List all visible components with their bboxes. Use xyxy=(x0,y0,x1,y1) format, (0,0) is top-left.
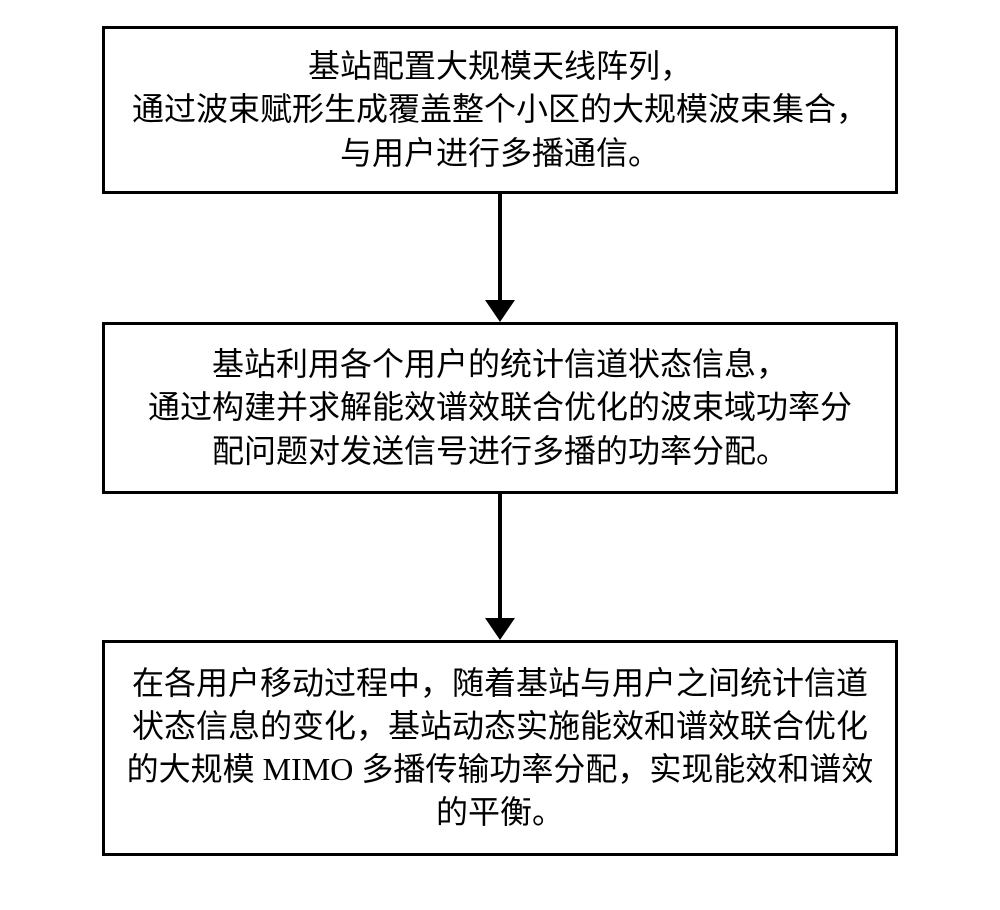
flowchart-step-2-text: 基站利用各个用户的统计信道状态信息， 通过构建并求解能效谱效联合优化的波束域功率… xyxy=(105,337,895,479)
flowchart-step-2: 基站利用各个用户的统计信道状态信息， 通过构建并求解能效谱效联合优化的波束域功率… xyxy=(102,322,898,494)
flowchart-step-1-text: 基站配置大规模天线阵列， 通过波束赋形生成覆盖整个小区的大规模波束集合， 与用户… xyxy=(105,39,895,181)
arrow-down-icon xyxy=(485,300,515,322)
flowchart-canvas: 基站配置大规模天线阵列， 通过波束赋形生成覆盖整个小区的大规模波束集合， 与用户… xyxy=(0,0,1000,910)
arrow-1-shaft xyxy=(498,194,502,300)
arrow-down-icon xyxy=(485,618,515,640)
flowchart-step-3-text: 在各用户移动过程中，随着基站与用户之间统计信道 状态信息的变化，基站动态实施能效… xyxy=(105,656,895,841)
flowchart-step-1: 基站配置大规模天线阵列， 通过波束赋形生成覆盖整个小区的大规模波束集合， 与用户… xyxy=(102,26,898,194)
flowchart-step-3: 在各用户移动过程中，随着基站与用户之间统计信道 状态信息的变化，基站动态实施能效… xyxy=(102,640,898,856)
arrow-2-shaft xyxy=(498,494,502,618)
